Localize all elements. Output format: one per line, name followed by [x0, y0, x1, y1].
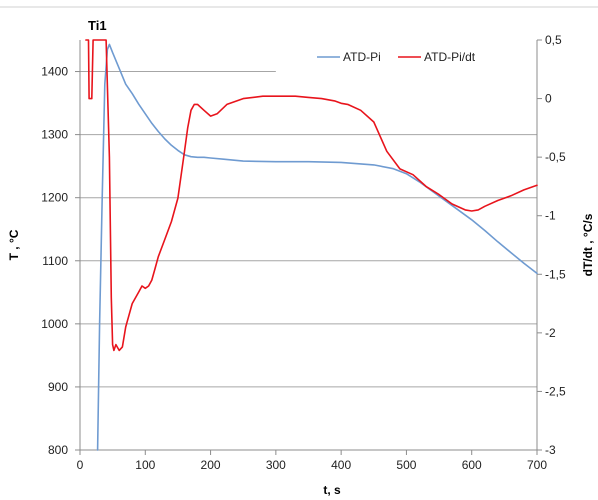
x-tick-label-700: 700	[527, 458, 547, 472]
x-tick-label-500: 500	[396, 458, 416, 472]
y-left-tick-label-1200: 1200	[41, 191, 68, 205]
y-left-tick-label-1100: 1100	[42, 254, 68, 268]
y-right-tick-label--1: -1	[545, 209, 556, 223]
x-tick-labels: 0 100 200 300 400 500 600 700	[77, 458, 548, 472]
legend-label-atd-pi-dt: ATD-Pi/dt	[424, 50, 476, 64]
series-line-atd-pi-dt	[85, 39, 538, 352]
x-axis-title: t, s	[323, 483, 341, 497]
y-left-tick-label-1000: 1000	[41, 317, 68, 331]
y-right-tick-labels: 0,5 0 -0,5 -1 -1,5 -2 -2,5 -3	[545, 33, 566, 457]
series-layer	[85, 39, 538, 451]
x-tick-label-600: 600	[462, 458, 482, 472]
legend: ATD-Pi ATD-Pi/dt	[317, 50, 476, 64]
y-right-tick-label--2,5: -2,5	[545, 384, 566, 398]
x-tick-label-400: 400	[331, 458, 351, 472]
y-right-tick-label-0: 0	[545, 92, 552, 106]
x-tick-label-100: 100	[135, 458, 155, 472]
y-left-tick-label-1400: 1400	[41, 65, 68, 79]
series-line-atd-pi	[96, 43, 538, 451]
y-right-tick-label-0,5: 0,5	[545, 33, 562, 47]
axes	[75, 39, 542, 455]
y-left-tick-label-900: 900	[48, 380, 68, 394]
y-right-tick-label--0,5: -0,5	[545, 150, 566, 164]
y-right-tick-label--2: -2	[545, 326, 556, 340]
y-left-tick-label-1300: 1300	[41, 128, 68, 142]
x-tick-label-0: 0	[77, 458, 84, 472]
legend-label-atd-pi: ATD-Pi	[343, 50, 381, 64]
x-tick-label-200: 200	[201, 458, 221, 472]
y-left-axis-title: T , °C	[7, 229, 21, 260]
gridlines	[80, 71, 537, 388]
y-right-tick-label--3: -3	[545, 443, 556, 457]
y-right-tick-label--1,5: -1,5	[545, 267, 566, 281]
y-right-axis-title: dT/dt , °C/s	[581, 213, 595, 276]
chart-title: Ti1	[88, 18, 107, 33]
y-left-tick-labels: 800 900 1000 1100 1200 1300 1400	[41, 65, 68, 457]
x-tick-label-300: 300	[266, 458, 286, 472]
y-left-tick-label-800: 800	[48, 443, 68, 457]
